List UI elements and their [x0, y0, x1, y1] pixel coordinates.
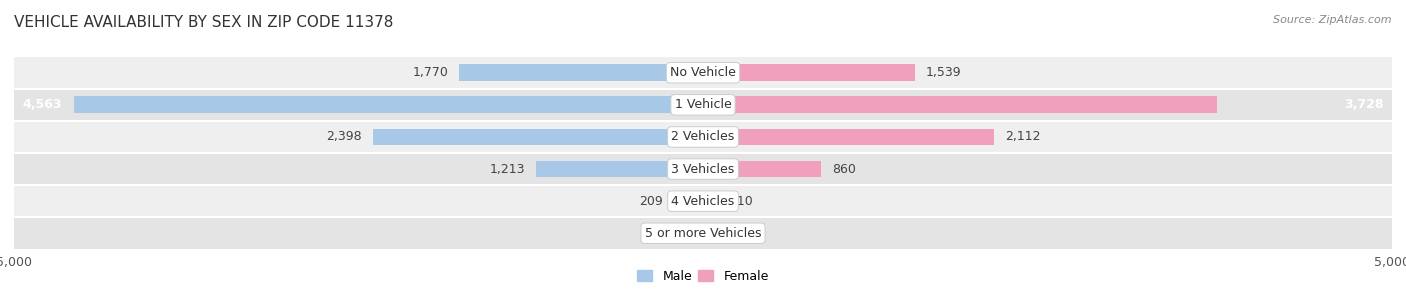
Text: 2 Vehicles: 2 Vehicles: [672, 130, 734, 144]
Text: 1,770: 1,770: [412, 66, 449, 79]
Legend: Male, Female: Male, Female: [633, 265, 773, 288]
Bar: [703, 161, 821, 177]
Bar: [14, 154, 1392, 184]
Bar: [536, 161, 703, 177]
Bar: [703, 193, 718, 210]
Text: No Vehicle: No Vehicle: [671, 66, 735, 79]
Text: 5 or more Vehicles: 5 or more Vehicles: [645, 227, 761, 240]
Bar: [373, 129, 703, 145]
Text: 3 Vehicles: 3 Vehicles: [672, 162, 734, 176]
Bar: [703, 225, 707, 242]
Text: 27: 27: [717, 227, 734, 240]
Bar: [703, 96, 1216, 113]
Bar: [75, 96, 703, 113]
Text: 110: 110: [730, 195, 754, 208]
Text: 2,112: 2,112: [1005, 130, 1040, 144]
Bar: [675, 193, 703, 210]
Text: VEHICLE AVAILABILITY BY SEX IN ZIP CODE 11378: VEHICLE AVAILABILITY BY SEX IN ZIP CODE …: [14, 15, 394, 30]
Bar: [703, 129, 994, 145]
Text: 1,539: 1,539: [927, 66, 962, 79]
Text: 1 Vehicle: 1 Vehicle: [675, 98, 731, 111]
Text: 860: 860: [832, 162, 856, 176]
Bar: [689, 225, 703, 242]
Bar: [14, 218, 1392, 248]
Text: 209: 209: [640, 195, 664, 208]
Bar: [14, 122, 1392, 152]
Text: 4,563: 4,563: [22, 98, 62, 111]
Bar: [460, 64, 703, 81]
Bar: [14, 58, 1392, 88]
Bar: [703, 64, 915, 81]
Text: 2,398: 2,398: [326, 130, 361, 144]
Text: 3,728: 3,728: [1344, 98, 1384, 111]
Text: 106: 106: [654, 227, 678, 240]
Bar: [14, 90, 1392, 120]
Bar: [14, 186, 1392, 216]
Text: 1,213: 1,213: [489, 162, 524, 176]
Text: Source: ZipAtlas.com: Source: ZipAtlas.com: [1274, 15, 1392, 25]
Text: 4 Vehicles: 4 Vehicles: [672, 195, 734, 208]
